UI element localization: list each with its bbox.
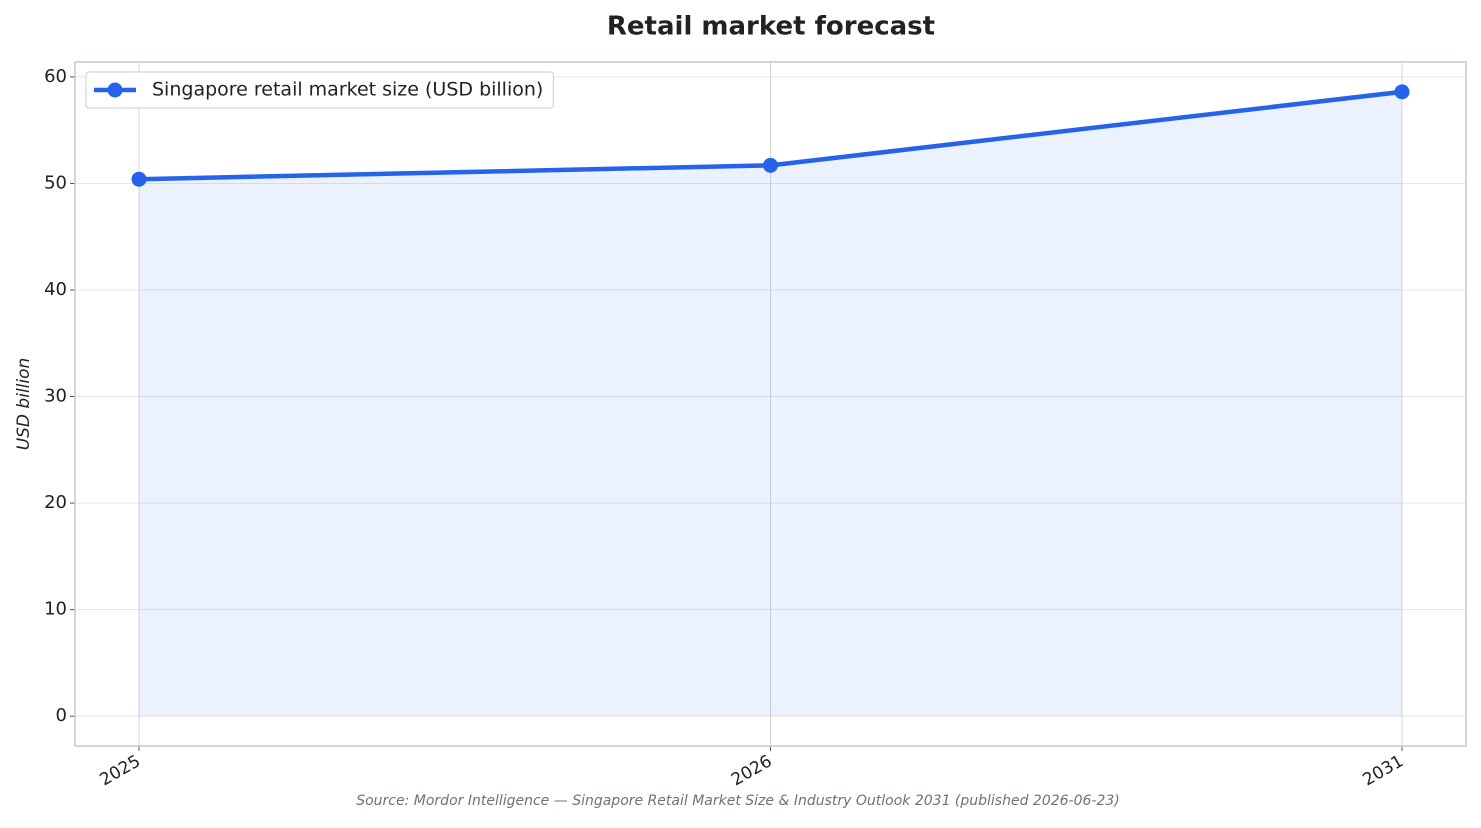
source-note: Source: Mordor Intelligence — Singapore … [356,793,1120,809]
y-tick-label: 10 [44,599,67,620]
y-tick-label: 0 [56,705,67,726]
marker [763,157,778,173]
chart-title: Retail market forecast [607,12,935,42]
y-axis-label: USD billion [14,358,34,451]
y-tick-label: 30 [44,386,67,407]
marker [131,171,147,187]
y-tick-label: 40 [44,279,67,300]
x-tick-label: 2026 [728,751,775,790]
plot-frame [74,61,1467,747]
marker [1394,84,1410,100]
legend: Singapore retail market size (USD billio… [85,71,554,109]
legend-box [85,71,554,109]
y-tick-label: 20 [44,492,67,513]
legend-label: Singapore retail market size (USD billio… [152,79,543,101]
x-tick-label: 2025 [97,751,144,790]
area [139,91,1402,717]
legend-marker [107,82,123,98]
y-tick-label: 60 [44,66,67,87]
y-tick-label: 50 [44,172,67,193]
x-tick-label: 2031 [1360,751,1407,790]
